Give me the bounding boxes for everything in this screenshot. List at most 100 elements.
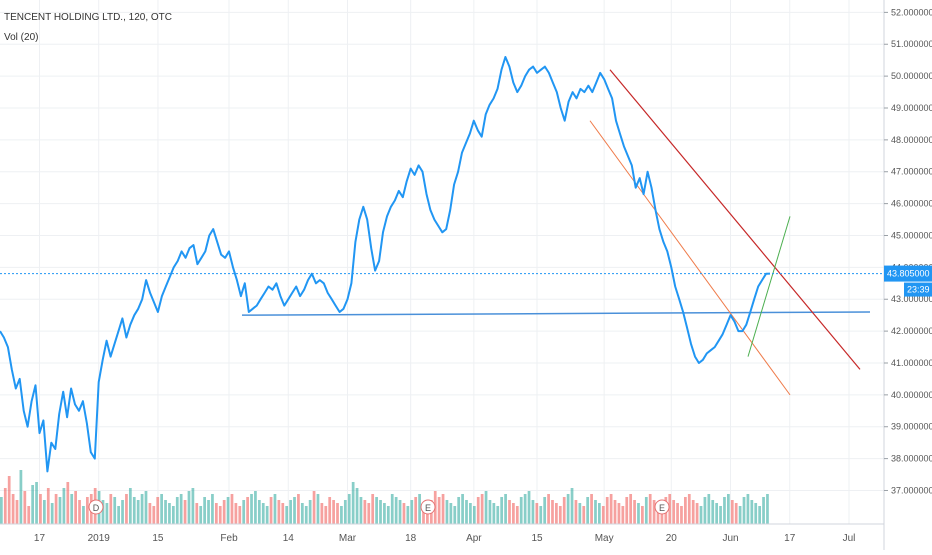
y-tick-label: 51.000000	[891, 39, 932, 49]
volume-bar	[132, 497, 136, 524]
volume-bar	[390, 494, 394, 524]
volume-bar	[46, 488, 50, 524]
volume-bar	[42, 500, 46, 524]
volume-bar	[254, 491, 257, 524]
event-marker-label: E	[425, 503, 431, 513]
volume-bar	[105, 503, 109, 524]
volume-bar	[398, 500, 402, 524]
volume-bar	[703, 497, 707, 524]
volume-bar	[476, 497, 480, 524]
volume-bar	[715, 503, 719, 524]
volume-bar	[340, 506, 343, 524]
volume-bar	[488, 500, 492, 524]
volume-bar	[383, 503, 386, 524]
volume-bar	[746, 494, 750, 524]
volume-bar	[140, 494, 144, 524]
volume-bar	[469, 503, 472, 524]
volume-label: Vol (20)	[4, 32, 39, 43]
volume-bar	[74, 491, 77, 524]
volume-bar	[336, 503, 339, 524]
volume-bar	[31, 485, 35, 524]
volume-bar	[355, 488, 359, 524]
volume-bar	[566, 494, 570, 524]
volume-bar	[277, 500, 281, 524]
volume-bar	[539, 506, 543, 524]
volume-bar	[125, 494, 128, 524]
volume-bar	[738, 506, 742, 524]
volume-bar	[512, 503, 515, 524]
volume-bar	[449, 503, 453, 524]
volume-bar	[641, 506, 644, 524]
y-tick-label: 38.000000	[891, 454, 932, 464]
volume-bar	[676, 503, 679, 524]
price-tag: 43.805000 23:39	[884, 265, 932, 297]
volume-bar	[269, 497, 273, 524]
volume-bar	[660, 506, 664, 524]
volume-bar	[379, 500, 382, 524]
volume-bar	[316, 494, 320, 524]
volume-bar	[570, 488, 574, 524]
volume-bar	[730, 500, 734, 524]
volume-bar	[289, 500, 292, 524]
volume-bar	[574, 500, 578, 524]
volume-bar	[136, 500, 140, 524]
volume-bar	[558, 506, 562, 524]
volume-bar	[707, 494, 711, 524]
volume-bar	[7, 476, 11, 524]
y-tick-label: 37.000000	[891, 485, 932, 495]
volume-bar	[500, 497, 504, 524]
volume-bar	[598, 503, 601, 524]
volume-bar	[523, 494, 527, 524]
volume-bar	[300, 503, 304, 524]
event-marker-label: D	[93, 503, 100, 513]
volume-bar	[699, 506, 703, 524]
volume-bar	[617, 503, 621, 524]
volume-bar	[695, 503, 699, 524]
volume-bar	[160, 494, 163, 524]
volume-bar	[410, 500, 414, 524]
volume-bar	[609, 494, 613, 524]
volume-bar	[211, 494, 214, 524]
volume-bar	[465, 500, 468, 524]
volume-bar	[453, 506, 457, 524]
volume-bar	[754, 503, 758, 524]
volume-bar	[27, 506, 31, 524]
event-marker-circle	[654, 499, 670, 515]
x-tick-label: 2019	[88, 533, 111, 544]
resistance-trendline	[609, 69, 861, 370]
volume-bar	[11, 494, 15, 524]
y-tick-label: 42.000000	[891, 326, 932, 336]
volume-bar	[304, 506, 308, 524]
price-series-line	[0, 56, 771, 473]
price-tag-bg	[884, 265, 932, 282]
volume-bar	[590, 494, 593, 524]
x-tick-label: Feb	[220, 533, 238, 544]
volume-bar	[113, 497, 117, 524]
volume-bar	[85, 497, 89, 524]
volume-bar	[320, 503, 324, 524]
volume-bar	[762, 497, 765, 524]
y-tick-label: 43.000000	[891, 294, 932, 304]
event-marker: E	[420, 499, 436, 515]
volume-bar	[308, 500, 312, 524]
y-tick-label: 49.000000	[891, 103, 932, 113]
volume-bar	[0, 497, 3, 524]
volume-bar	[586, 497, 590, 524]
volume-bar	[203, 497, 206, 524]
x-tick-label: 17	[34, 533, 46, 544]
volume-bar	[23, 491, 27, 524]
x-tick-label: 14	[283, 533, 295, 544]
x-tick-label: Apr	[466, 533, 482, 544]
volume-bar	[691, 500, 695, 524]
volume-bar	[648, 494, 652, 524]
volume-bar	[148, 503, 152, 524]
volume-bar	[414, 497, 418, 524]
volume-bar	[461, 494, 464, 524]
volume-bar	[422, 503, 425, 524]
volume-bar	[601, 506, 605, 524]
volume-bar	[332, 500, 335, 524]
volume-bar	[727, 494, 730, 524]
volume-bar	[527, 491, 531, 524]
